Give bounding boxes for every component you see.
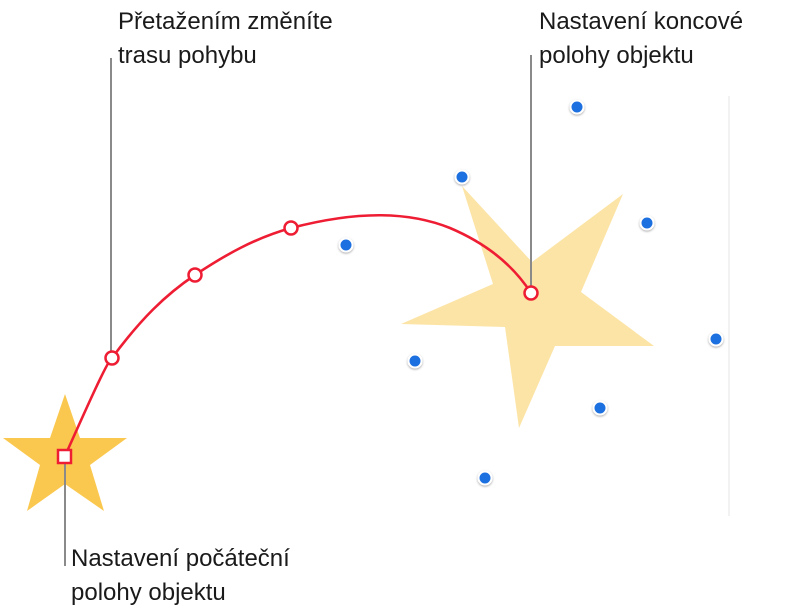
callout-start-position: Nastavení počáteční polohy objektu bbox=[71, 542, 290, 610]
path-handle[interactable] bbox=[104, 350, 120, 366]
callout-start-position-line2: polohy objektu bbox=[71, 579, 226, 606]
callout-end-position-line1: Nastavení koncové bbox=[539, 8, 744, 35]
callout-start-position-line1: Nastavení počáteční bbox=[71, 545, 290, 572]
selection-handle[interactable] bbox=[454, 169, 470, 185]
callout-end-position: Nastavení koncové polohy objektu bbox=[539, 5, 743, 73]
selection-handle[interactable] bbox=[569, 99, 585, 115]
end-position-star[interactable] bbox=[401, 186, 654, 428]
selection-handle[interactable] bbox=[592, 400, 608, 416]
callout-drag-path-line1: Přetažením změníte bbox=[118, 8, 333, 35]
selection-handle[interactable] bbox=[407, 353, 423, 369]
path-handle[interactable] bbox=[283, 220, 299, 236]
path-handle[interactable] bbox=[187, 267, 203, 283]
callout-drag-path: Přetažením změníte trasu pohybu bbox=[118, 5, 333, 73]
selection-handles bbox=[338, 99, 724, 486]
selection-handle[interactable] bbox=[708, 331, 724, 347]
callout-end-position-line2: polohy objektu bbox=[539, 42, 694, 69]
start-position-handle[interactable] bbox=[56, 448, 73, 465]
selection-handle[interactable] bbox=[477, 470, 493, 486]
callout-drag-path-line2: trasu pohybu bbox=[118, 42, 257, 69]
motion-path-curve[interactable] bbox=[63, 213, 533, 458]
selection-handle[interactable] bbox=[338, 237, 354, 253]
end-position-handle[interactable] bbox=[523, 285, 539, 301]
selection-handle[interactable] bbox=[639, 215, 655, 231]
